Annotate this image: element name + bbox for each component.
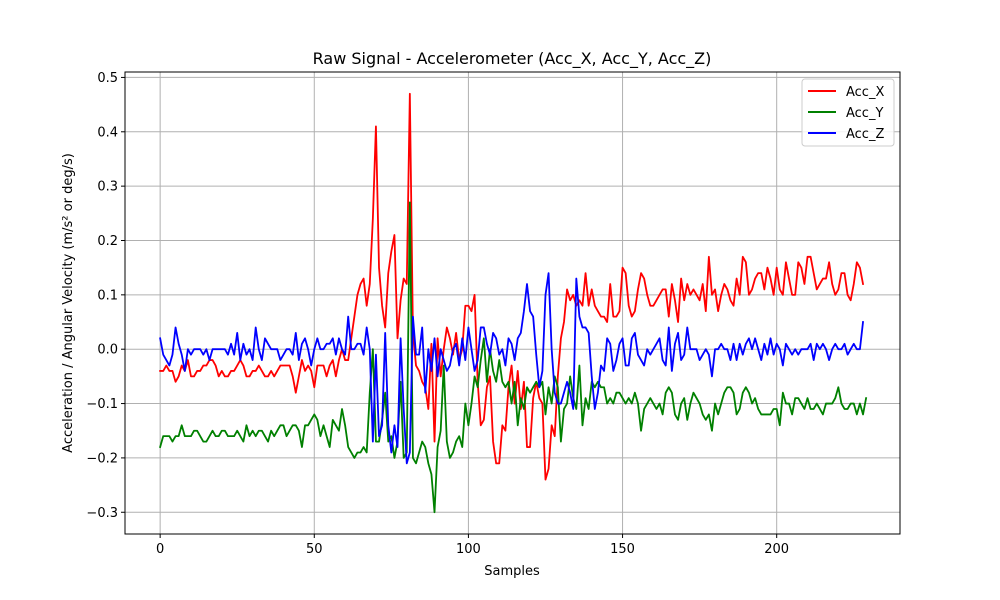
y-tick-label: 0.1	[97, 288, 118, 303]
axes-frame	[124, 71, 901, 535]
x-tick-label: 150	[610, 542, 635, 557]
y-tick-label: 0.2	[97, 234, 118, 249]
y-axis-label: Acceleration / Angular Velocity (m/s² or…	[61, 153, 76, 453]
series-line-acc-z	[159, 272, 865, 465]
y-tick-label: 0.3	[97, 180, 118, 195]
x-tick-label: 0	[156, 542, 164, 557]
series-line-acc-y	[159, 201, 868, 514]
ticks: 0 50 100 150 200 −0.3 −0.2 −0.1 0.0 0.1 0.2 0.3 0.4 0…	[86, 71, 789, 557]
x-tick-label: 200	[764, 542, 789, 557]
legend-label-acc-z: Acc_Z	[846, 127, 884, 142]
x-axis-label: Samples	[484, 564, 540, 579]
legend: Acc_X Acc_Y Acc_Z	[801, 78, 895, 147]
y-tick-label: −0.3	[86, 506, 118, 521]
legend-label-acc-x: Acc_X	[846, 85, 884, 100]
y-tick-label: 0.5	[97, 71, 118, 86]
y-tick-label: 0.0	[97, 343, 118, 358]
legend-box	[801, 78, 895, 147]
series-layer	[159, 92, 868, 514]
x-tick-label: 50	[306, 542, 323, 557]
y-tick-label: 0.4	[97, 125, 118, 140]
x-tick-label: 100	[456, 542, 481, 557]
chart-title: Raw Signal - Accelerometer (Acc_X, Acc_Y…	[313, 49, 712, 69]
y-tick-label: −0.2	[86, 451, 118, 466]
series-line-acc-x	[159, 92, 865, 481]
y-tick-label: −0.1	[86, 397, 118, 412]
legend-label-acc-y: Acc_Y	[846, 106, 883, 121]
